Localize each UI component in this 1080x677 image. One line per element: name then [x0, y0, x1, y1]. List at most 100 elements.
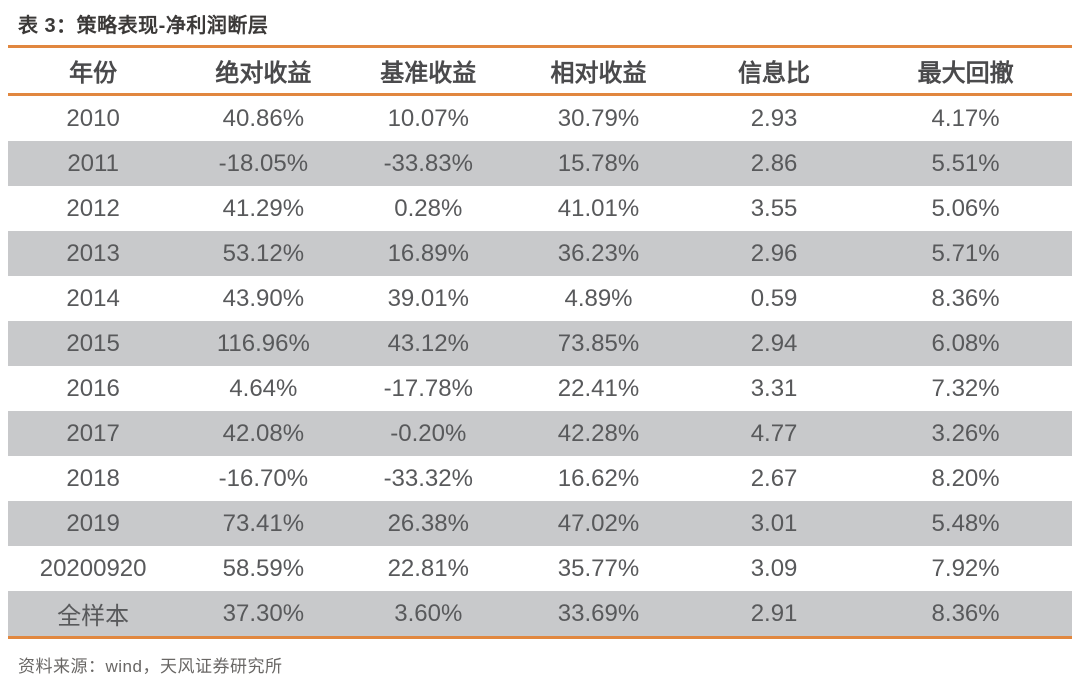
- cell-benchmark-return: 16.89%: [387, 239, 469, 267]
- cell-year: 2015: [66, 329, 120, 357]
- cell-information-ratio: 3.55: [750, 194, 798, 222]
- table-row: 2018 -16.70% -33.32% 16.62% 2.67 8.20%: [8, 456, 1072, 501]
- performance-table-body: 2010 40.86% 10.07% 30.79% 2.93 4.17% 2011 -18.0…: [8, 96, 1072, 636]
- cell-relative-return: 15.78%: [557, 149, 640, 177]
- cell-benchmark-return: 39.01%: [387, 284, 469, 312]
- cell-relative-return: 42.28%: [557, 419, 640, 447]
- cell-year: 20200920: [39, 554, 147, 582]
- column-header-year: 年份: [69, 60, 118, 87]
- cell-absolute-return: 43.90%: [222, 284, 305, 312]
- table-body: 2010 40.86% 10.07% 30.79% 2.93 4.17% 2011 -18.0…: [8, 96, 1072, 636]
- cell-benchmark-return: 10.07%: [387, 104, 469, 132]
- cell-benchmark-return: 0.28%: [394, 194, 463, 222]
- cell-max-drawdown: 8.36%: [931, 284, 1000, 312]
- cell-relative-return: 36.23%: [557, 239, 640, 267]
- cell-max-drawdown: 3.26%: [931, 419, 1000, 447]
- cell-relative-return: 41.01%: [557, 194, 640, 222]
- cell-year: 2012: [66, 194, 120, 222]
- table-row: 全样本 37.30% 3.60% 33.69% 2.91 8.36%: [8, 591, 1072, 636]
- table-row: 2011 -18.05% -33.83% 15.78% 2.86 5.51%: [8, 141, 1072, 186]
- cell-information-ratio: 3.01: [750, 509, 798, 537]
- column-header-information-ratio: 信息比: [738, 60, 811, 87]
- cell-information-ratio: 3.31: [750, 374, 798, 402]
- cell-information-ratio: 2.67: [750, 464, 798, 492]
- cell-max-drawdown: 7.92%: [931, 554, 1000, 582]
- cell-benchmark-return: -33.32%: [383, 464, 473, 492]
- table-row: 20200920 58.59% 22.81% 35.77% 3.09 7.92%: [8, 546, 1072, 591]
- cell-max-drawdown: 7.32%: [931, 374, 1000, 402]
- cell-year: 2017: [66, 419, 120, 447]
- cell-year: 2010: [66, 104, 120, 132]
- cell-relative-return: 33.69%: [557, 599, 640, 627]
- cell-benchmark-return: 22.81%: [387, 554, 469, 582]
- cell-year: 2016: [66, 374, 120, 402]
- cell-information-ratio: 0.59: [750, 284, 798, 312]
- cell-absolute-return: 42.08%: [222, 419, 305, 447]
- header-rule: [8, 93, 1072, 96]
- bottom-rule: [8, 636, 1072, 639]
- table-row: 2010 40.86% 10.07% 30.79% 2.93 4.17%: [8, 96, 1072, 141]
- cell-benchmark-return: 43.12%: [387, 329, 469, 357]
- column-header-benchmark-return: 基准收益: [380, 60, 477, 87]
- cell-relative-return: 35.77%: [557, 554, 640, 582]
- cell-relative-return: 16.62%: [557, 464, 640, 492]
- cell-benchmark-return: -17.78%: [383, 374, 473, 402]
- cell-absolute-return: 40.86%: [222, 104, 305, 132]
- cell-absolute-return: -18.05%: [218, 149, 309, 177]
- table-row: 2016 4.64% -17.78% 22.41% 3.31 7.32%: [8, 366, 1072, 411]
- cell-max-drawdown: 5.71%: [931, 239, 1000, 267]
- cell-information-ratio: 2.91: [750, 599, 798, 627]
- cell-absolute-return: -16.70%: [218, 464, 309, 492]
- cell-relative-return: 22.41%: [557, 374, 640, 402]
- cell-information-ratio: 4.77: [750, 419, 798, 447]
- table-row: 2014 43.90% 39.01% 4.89% 0.59 8.36%: [8, 276, 1072, 321]
- performance-table: 年份 绝对收益 基准收益 相对收益 信息比 最大回撤: [8, 48, 1072, 93]
- cell-year: 2019: [66, 509, 120, 537]
- cell-relative-return: 4.89%: [564, 284, 633, 312]
- table-row: 2013 53.12% 16.89% 36.23% 2.96 5.71%: [8, 231, 1072, 276]
- cell-year: 2018: [66, 464, 120, 492]
- cell-benchmark-return: -0.20%: [390, 419, 467, 447]
- cell-relative-return: 47.02%: [557, 509, 640, 537]
- cell-information-ratio: 2.94: [750, 329, 798, 357]
- cell-absolute-return: 37.30%: [222, 599, 305, 627]
- cell-year: 2014: [66, 284, 120, 312]
- column-header-relative-return: 相对收益: [550, 60, 647, 87]
- cell-absolute-return: 73.41%: [222, 509, 305, 537]
- cell-max-drawdown: 5.48%: [931, 509, 1000, 537]
- table-row: 2012 41.29% 0.28% 41.01% 3.55 5.06%: [8, 186, 1072, 231]
- cell-information-ratio: 2.96: [750, 239, 798, 267]
- cell-information-ratio: 2.86: [750, 149, 798, 177]
- cell-max-drawdown: 8.20%: [931, 464, 1000, 492]
- cell-benchmark-return: 3.60%: [394, 599, 463, 627]
- cell-year: 全样本: [57, 603, 130, 630]
- cell-benchmark-return: 26.38%: [387, 509, 469, 537]
- cell-absolute-return: 116.96%: [216, 329, 310, 357]
- top-rule: [8, 45, 1072, 48]
- cell-absolute-return: 41.29%: [222, 194, 305, 222]
- column-header-max-drawdown: 最大回撤: [917, 60, 1014, 87]
- cell-absolute-return: 53.12%: [222, 239, 305, 267]
- cell-information-ratio: 2.93: [750, 104, 798, 132]
- cell-max-drawdown: 8.36%: [931, 599, 1000, 627]
- cell-absolute-return: 58.59%: [222, 554, 305, 582]
- cell-year: 2013: [66, 239, 120, 267]
- cell-information-ratio: 3.09: [750, 554, 798, 582]
- cell-max-drawdown: 5.06%: [931, 194, 1000, 222]
- cell-benchmark-return: -33.83%: [383, 149, 473, 177]
- table-row: 2015 116.96% 43.12% 73.85% 2.94 6.08%: [8, 321, 1072, 366]
- cell-relative-return: 73.85%: [557, 329, 640, 357]
- cell-max-drawdown: 5.51%: [931, 149, 1000, 177]
- source-note: 资料来源：wind，天风证券研究所: [18, 657, 283, 676]
- table-row: 2017 42.08% -0.20% 42.28% 4.77 3.26%: [8, 411, 1072, 456]
- cell-year: 2011: [67, 149, 119, 177]
- table-title: 表 3：策略表现-净利润断层: [18, 15, 269, 37]
- cell-max-drawdown: 4.17%: [931, 104, 1000, 132]
- table-header-row: 年份 绝对收益 基准收益 相对收益 信息比 最大回撤: [8, 48, 1072, 93]
- column-header-absolute-return: 绝对收益: [215, 60, 312, 87]
- cell-absolute-return: 4.64%: [229, 374, 298, 402]
- cell-relative-return: 30.79%: [557, 104, 640, 132]
- table-row: 2019 73.41% 26.38% 47.02% 3.01 5.48%: [8, 501, 1072, 546]
- cell-max-drawdown: 6.08%: [931, 329, 1000, 357]
